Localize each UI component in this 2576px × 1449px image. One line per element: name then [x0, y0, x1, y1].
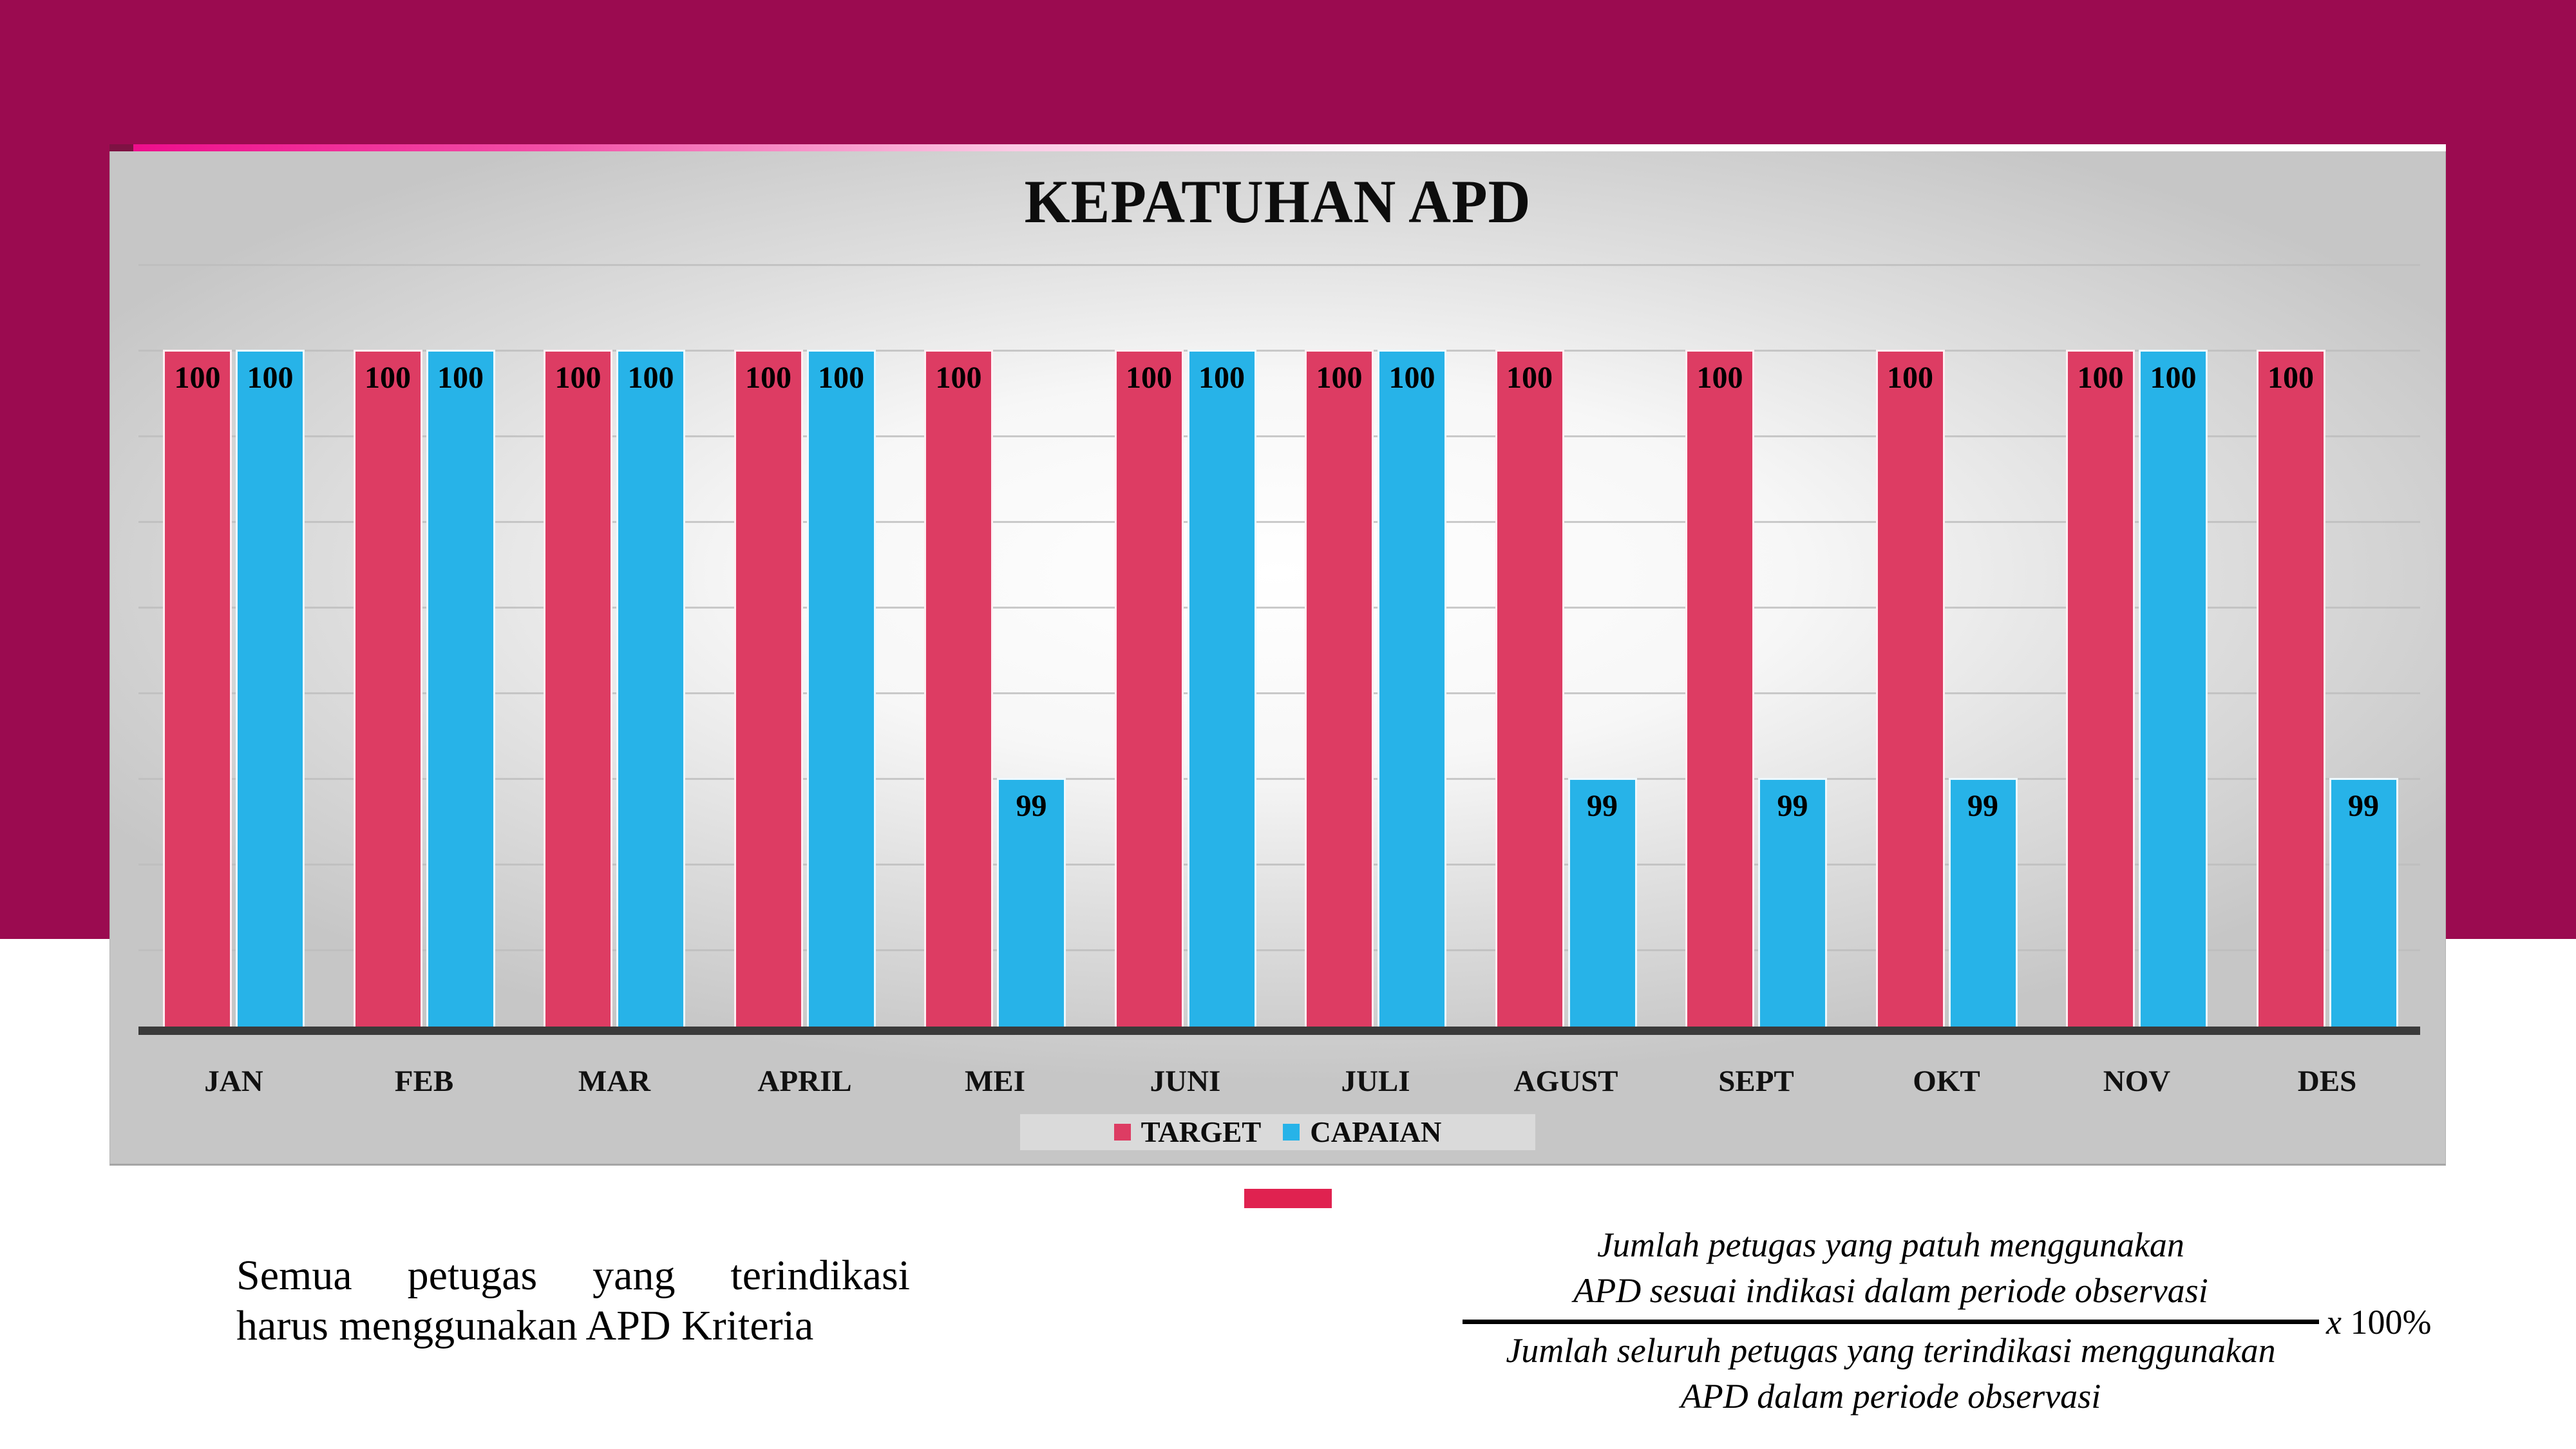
gridline — [138, 607, 2420, 609]
bar-value-label: 100 — [935, 361, 982, 395]
bar-value-label: 100 — [365, 361, 411, 395]
bar-value-label: 100 — [247, 361, 294, 395]
month-label-mar: MAR — [578, 1065, 651, 1098]
bar-target-des — [2256, 350, 2325, 1028]
gridline — [138, 778, 2420, 780]
gridline — [138, 864, 2420, 866]
bar-value-label: 100 — [1696, 361, 1743, 395]
month-label-nov: NOV — [2103, 1065, 2171, 1098]
bar-capaian-feb — [426, 350, 495, 1028]
legend-item-target: TARGET — [1113, 1115, 1262, 1149]
bar-target-jan — [163, 350, 232, 1028]
month-label-sept: SEPT — [1718, 1065, 1794, 1098]
bar-value-label: 100 — [1126, 361, 1172, 395]
bar-value-label: 99 — [1587, 789, 1618, 823]
month-label-mei: MEI — [965, 1065, 1025, 1098]
bar-value-label: 100 — [1506, 361, 1553, 395]
bar-capaian-juni — [1187, 350, 1256, 1028]
bar-target-juli — [1305, 350, 1374, 1028]
formula-denominator: Jumlah seluruh petugas yang terindikasi … — [1463, 1328, 2319, 1419]
bar-capaian-des — [2329, 778, 2398, 1028]
pink-accent-bar — [1244, 1189, 1332, 1208]
bar-value-label: 99 — [1016, 789, 1047, 823]
bar-capaian-mei — [997, 778, 1066, 1028]
chart-panel — [109, 144, 2446, 1166]
gridline — [138, 264, 2420, 266]
bar-capaian-juli — [1378, 350, 1446, 1028]
bar-value-label: 100 — [437, 361, 484, 395]
formula: Jumlah petugas yang patuh menggunakan AP… — [1463, 1222, 2319, 1416]
month-label-juli: JULI — [1341, 1065, 1410, 1098]
month-label-jan: JAN — [204, 1065, 263, 1098]
gridline — [138, 350, 2420, 352]
note-line-2: harus menggunakan APD Kriteria — [236, 1302, 814, 1349]
bar-target-nov — [2066, 350, 2135, 1028]
gridline — [138, 692, 2420, 694]
bar-value-label: 100 — [174, 361, 221, 395]
formula-denominator-line-2: APD dalam periode observasi — [1680, 1377, 2101, 1416]
legend-label-target: TARGET — [1141, 1116, 1262, 1148]
bar-target-april — [734, 350, 803, 1028]
month-label-juni: JUNI — [1150, 1065, 1221, 1098]
legend-swatch-target — [1113, 1124, 1131, 1141]
bar-target-mei — [924, 350, 993, 1028]
legend: TARGET CAPAIAN — [1020, 1114, 1535, 1150]
formula-multiplier-x: x — [2326, 1303, 2342, 1341]
bar-value-label: 100 — [745, 361, 791, 395]
bar-capaian-okt — [1948, 778, 2018, 1028]
bar-target-agust — [1495, 350, 1564, 1028]
formula-multiplier: x 100% — [2326, 1302, 2431, 1342]
accent-strip-cap — [109, 144, 133, 151]
bar-target-okt — [1875, 350, 1945, 1028]
gridline — [138, 435, 2420, 437]
bar-capaian-sept — [1758, 778, 1827, 1028]
bar-value-label: 99 — [1777, 789, 1808, 823]
x-axis-line — [138, 1027, 2420, 1035]
bar-value-label: 99 — [1967, 789, 1998, 823]
bar-value-label: 99 — [2348, 789, 2379, 823]
gridline — [138, 521, 2420, 523]
note-line-1: Semua petugas yang terindikasi — [236, 1252, 910, 1299]
bar-value-label: 100 — [627, 361, 674, 395]
formula-multiplier-value: 100% — [2350, 1303, 2432, 1341]
bar-value-label: 100 — [818, 361, 864, 395]
bar-value-label: 100 — [2150, 361, 2197, 395]
formula-denominator-line-1: Jumlah seluruh petugas yang terindikasi … — [1506, 1331, 2276, 1370]
month-label-des: DES — [2297, 1065, 2357, 1098]
month-label-okt: OKT — [1913, 1065, 1980, 1098]
bar-target-mar — [544, 350, 612, 1028]
bar-capaian-mar — [616, 350, 685, 1028]
legend-item-capaian: CAPAIAN — [1283, 1115, 1441, 1149]
legend-label-capaian: CAPAIAN — [1310, 1116, 1442, 1148]
gridline — [138, 949, 2420, 951]
month-label-agust: AGUST — [1513, 1065, 1618, 1098]
accent-strip — [133, 144, 2446, 151]
bar-target-juni — [1114, 350, 1184, 1028]
bar-capaian-april — [806, 350, 876, 1028]
bar-value-label: 100 — [2077, 361, 2124, 395]
bar-capaian-jan — [236, 350, 305, 1028]
bar-value-label: 100 — [554, 361, 601, 395]
bar-value-label: 100 — [1887, 361, 1933, 395]
formula-numerator-line-1: Jumlah petugas yang patuh menggunakan — [1597, 1226, 2184, 1264]
bar-target-feb — [353, 350, 422, 1028]
bar-value-label: 100 — [1316, 361, 1363, 395]
bar-target-sept — [1685, 350, 1754, 1028]
formula-numerator-line-2: APD sesuai indikasi dalam periode observ… — [1573, 1271, 2208, 1310]
chart-title: KEPATUHAN APD — [1024, 167, 1531, 236]
legend-swatch-capaian — [1283, 1124, 1300, 1141]
month-label-april: APRIL — [757, 1065, 852, 1098]
bar-value-label: 100 — [1198, 361, 1245, 395]
month-label-feb: FEB — [394, 1065, 454, 1098]
bar-value-label: 100 — [2268, 361, 2314, 395]
bar-capaian-nov — [2139, 350, 2208, 1028]
bar-value-label: 100 — [1388, 361, 1435, 395]
note-text: Semua petugas yang terindikasi harus men… — [236, 1251, 910, 1351]
bar-capaian-agust — [1567, 778, 1637, 1028]
fraction-line — [1463, 1320, 2319, 1324]
